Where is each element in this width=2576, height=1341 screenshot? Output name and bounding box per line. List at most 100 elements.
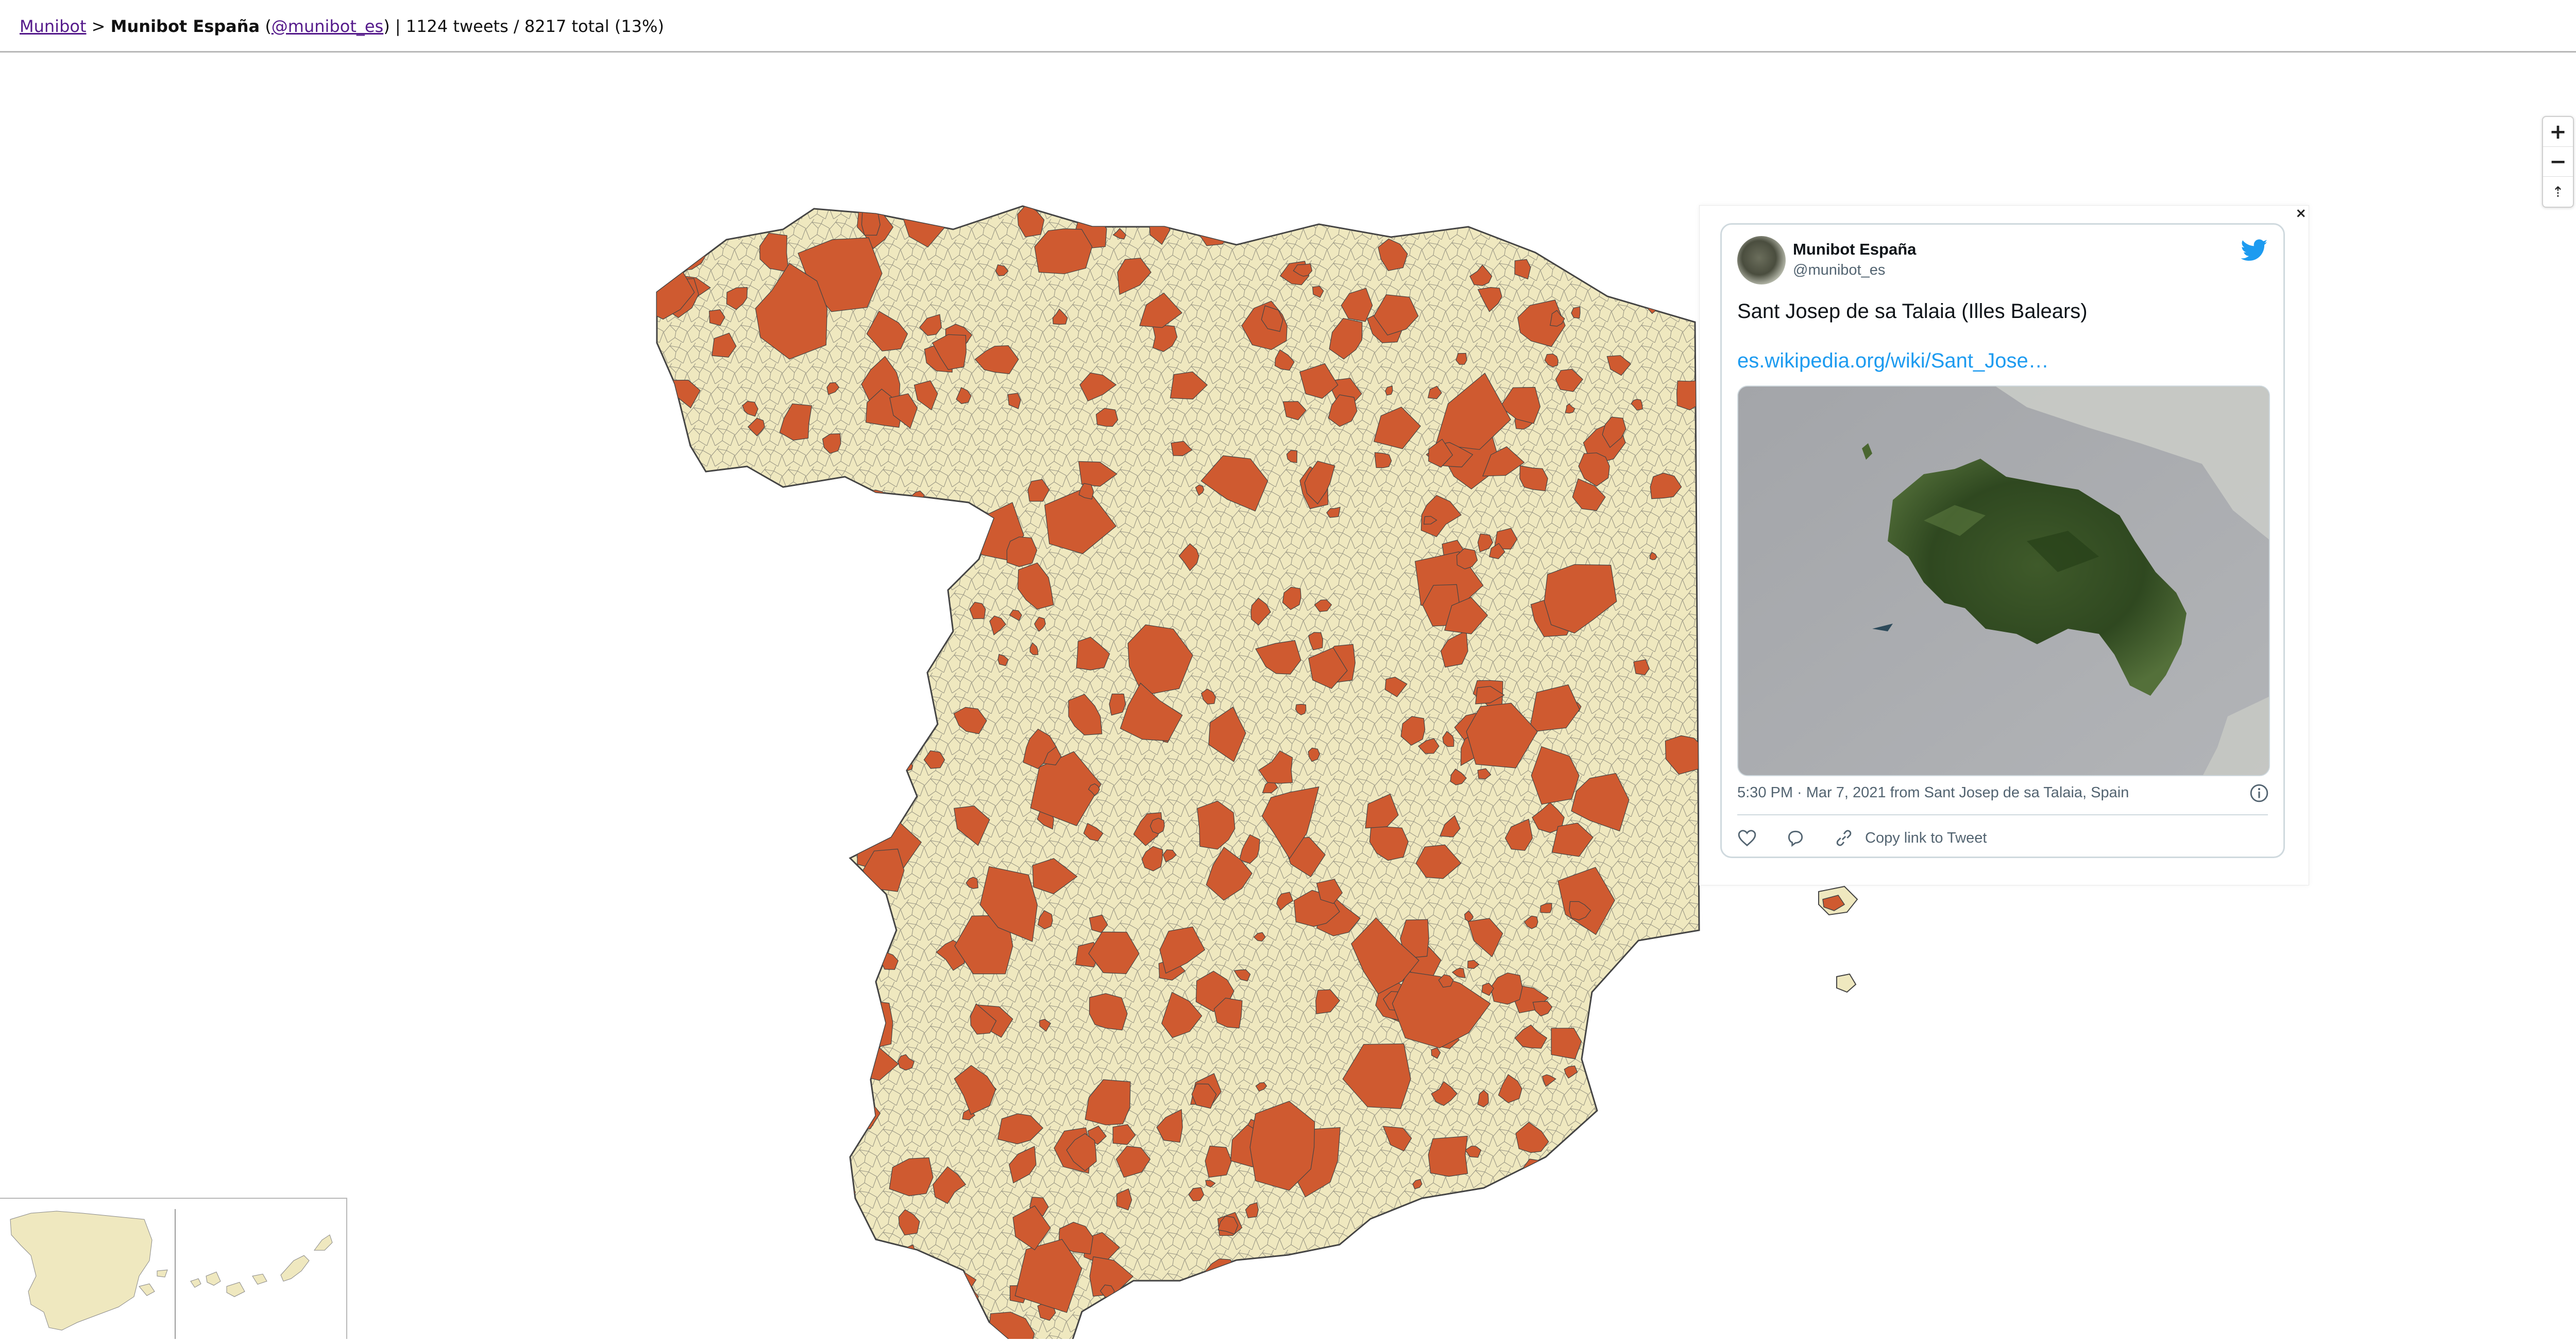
visited-municipality[interactable] [1076, 636, 1110, 671]
visited-municipality[interactable] [1304, 461, 1335, 505]
visited-municipality[interactable] [1631, 399, 1643, 411]
visited-municipality[interactable] [688, 671, 724, 703]
visited-municipality[interactable] [1052, 308, 1068, 325]
visited-municipality[interactable] [1477, 768, 1492, 780]
visited-municipality[interactable] [1009, 1146, 1037, 1184]
zoom-out-button[interactable]: − [2543, 147, 2573, 177]
visited-municipality[interactable] [740, 1335, 770, 1339]
visited-municipality[interactable] [1088, 931, 1140, 975]
visited-municipality[interactable] [1431, 1081, 1458, 1106]
visited-municipality[interactable] [1571, 306, 1581, 319]
visited-municipality[interactable] [1382, 1126, 1412, 1152]
visited-municipality[interactable] [1477, 533, 1494, 552]
visited-municipality[interactable] [1253, 932, 1266, 942]
visited-municipality[interactable] [738, 1334, 765, 1339]
visited-municipality[interactable] [709, 966, 726, 983]
visited-municipality[interactable] [822, 433, 841, 454]
visited-municipality[interactable] [871, 769, 886, 781]
visited-municipality[interactable] [1422, 1272, 1442, 1289]
visited-municipality[interactable] [1089, 914, 1108, 933]
visited-municipality[interactable] [1109, 693, 1126, 716]
visited-municipality[interactable] [848, 1268, 885, 1306]
visited-municipality[interactable] [1112, 228, 1127, 240]
visited-municipality[interactable] [1314, 599, 1332, 612]
visited-municipality[interactable] [730, 614, 768, 646]
visited-municipality[interactable] [1391, 1234, 1426, 1266]
visited-municipality[interactable] [658, 1166, 697, 1209]
visited-municipality[interactable] [1431, 1047, 1441, 1059]
visited-municipality[interactable] [832, 1181, 856, 1206]
visited-municipality[interactable] [1396, 1211, 1459, 1275]
visited-municipality[interactable] [833, 1056, 862, 1077]
visited-municipality[interactable] [1308, 747, 1320, 762]
visited-municipality[interactable] [889, 393, 918, 429]
visited-municipality[interactable] [1191, 1083, 1217, 1109]
visited-municipality[interactable] [953, 707, 987, 734]
visited-municipality[interactable] [1178, 543, 1199, 572]
visited-municipality[interactable] [1329, 318, 1363, 360]
author-avatar[interactable] [1737, 236, 1786, 284]
visited-municipality[interactable] [1258, 750, 1293, 784]
visited-municipality[interactable] [711, 1098, 728, 1122]
visited-municipality[interactable] [1014, 1239, 1082, 1313]
visited-municipality[interactable] [1606, 1242, 1615, 1251]
visited-municipality[interactable] [1467, 960, 1480, 969]
visited-municipality[interactable] [1029, 642, 1039, 655]
visited-municipality[interactable] [852, 1000, 893, 1050]
visited-municipality[interactable] [685, 936, 723, 967]
visited-municipality[interactable] [690, 768, 741, 814]
visited-municipality[interactable] [1161, 992, 1202, 1038]
visited-municipality[interactable] [1084, 1079, 1131, 1126]
visited-municipality[interactable] [1428, 439, 1453, 468]
visited-municipality[interactable] [1420, 495, 1462, 538]
visited-municipality[interactable] [1141, 846, 1163, 871]
tweet-author-handle[interactable]: @munibot_es [1793, 262, 1886, 278]
visited-municipality[interactable] [997, 653, 1009, 666]
visited-municipality[interactable] [768, 584, 785, 597]
visited-municipality[interactable] [679, 449, 694, 470]
visited-municipality[interactable] [831, 1192, 855, 1221]
visited-municipality[interactable] [866, 310, 908, 351]
visited-municipality[interactable] [858, 502, 875, 522]
visited-municipality[interactable] [1127, 624, 1193, 696]
visited-municipality[interactable] [828, 1233, 851, 1252]
visited-municipality[interactable] [1200, 455, 1268, 512]
visited-municipality[interactable] [1450, 768, 1467, 785]
visited-municipality[interactable] [704, 215, 719, 230]
visited-municipality[interactable] [1665, 735, 1706, 775]
visited-municipality[interactable] [1524, 915, 1538, 929]
visited-municipality[interactable] [1043, 746, 1062, 765]
visited-municipality[interactable] [1442, 731, 1454, 747]
visited-municipality[interactable] [1116, 1188, 1132, 1211]
visited-municipality[interactable] [738, 612, 748, 623]
visited-municipality[interactable] [726, 287, 748, 310]
visited-municipality[interactable] [1261, 786, 1319, 860]
visited-municipality[interactable] [1400, 919, 1429, 959]
visited-municipality[interactable] [1255, 640, 1301, 675]
visited-municipality[interactable] [1570, 1312, 1580, 1323]
visited-municipality[interactable] [689, 1263, 740, 1302]
visited-municipality[interactable] [1274, 349, 1295, 371]
visited-municipality[interactable] [1255, 1082, 1267, 1092]
visited-municipality[interactable] [728, 1012, 763, 1044]
visited-municipality[interactable] [842, 784, 868, 807]
visited-municipality[interactable] [755, 1304, 792, 1336]
visited-municipality[interactable] [1017, 562, 1054, 610]
visited-municipality[interactable] [1438, 974, 1454, 988]
visited-municipality[interactable] [680, 595, 697, 613]
visited-municipality[interactable] [1206, 847, 1252, 901]
visited-municipality[interactable] [1439, 815, 1461, 837]
visited-municipality[interactable] [1477, 287, 1502, 312]
visited-municipality[interactable] [1295, 703, 1307, 715]
visited-municipality[interactable] [1361, 1278, 1395, 1318]
visited-municipality[interactable] [1171, 441, 1193, 457]
visited-municipality[interactable] [1518, 1226, 1557, 1263]
visited-municipality[interactable] [1066, 1133, 1097, 1171]
visited-municipality[interactable] [1650, 473, 1682, 499]
visited-municipality[interactable] [1250, 597, 1271, 626]
reset-bearing-button[interactable]: ⇡ [2552, 183, 2564, 200]
tweet-satellite-image[interactable] [1737, 385, 2270, 776]
visited-municipality[interactable] [738, 870, 787, 919]
visited-municipality[interactable] [758, 891, 799, 924]
visited-municipality[interactable] [1428, 385, 1442, 399]
